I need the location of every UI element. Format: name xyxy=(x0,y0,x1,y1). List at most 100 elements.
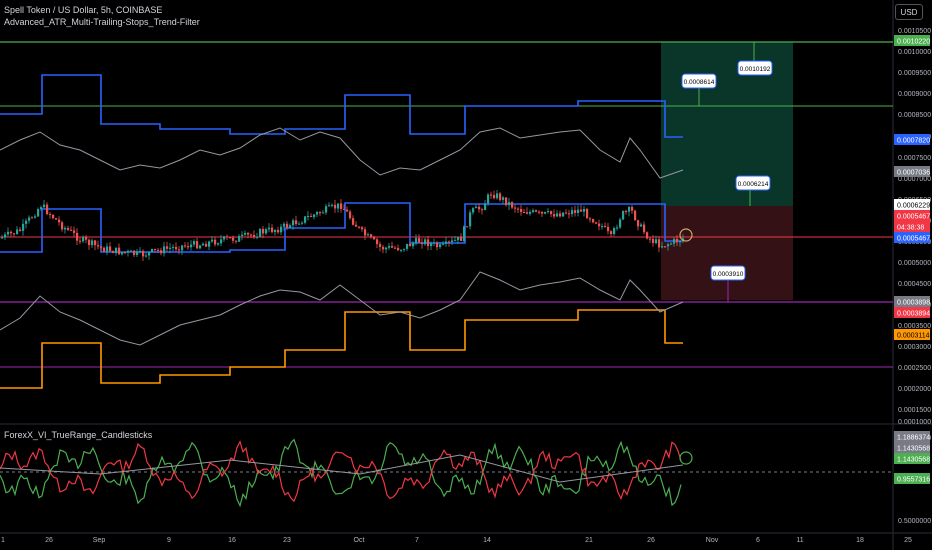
candle-body xyxy=(505,197,508,206)
candle-body xyxy=(637,220,640,227)
candle-body xyxy=(46,204,49,215)
trailing-stop-blue-lower[interactable] xyxy=(0,202,683,253)
candle-body xyxy=(70,229,73,231)
candle-body xyxy=(598,223,601,227)
price-tick-label: 0.0004500 xyxy=(898,281,931,288)
currency-button[interactable]: USD xyxy=(895,4,923,20)
candle-body xyxy=(427,239,430,247)
oscillator-legend[interactable]: ForexX_VI_TrueRange_Candlesticks xyxy=(4,430,153,440)
callout-2: 0.0006214 xyxy=(738,181,769,188)
candle-body xyxy=(433,242,436,244)
candle-body xyxy=(355,224,358,227)
price-tag xyxy=(894,296,930,307)
candle-body xyxy=(493,195,496,199)
candle-body xyxy=(166,246,169,249)
oscillator-tag-label: 1.1430568 xyxy=(897,457,930,464)
candle-body xyxy=(88,239,91,246)
loss-zone[interactable] xyxy=(661,206,793,300)
oscillator-pane[interactable] xyxy=(0,438,693,508)
candle-body xyxy=(454,240,457,242)
candle-body xyxy=(604,226,607,228)
candle-body xyxy=(283,223,286,227)
candle-body xyxy=(214,239,217,245)
candle-body xyxy=(178,249,181,251)
callout-box[interactable] xyxy=(710,265,746,281)
candle-body xyxy=(316,212,319,215)
candle-body xyxy=(622,210,625,220)
candle-body xyxy=(442,243,445,245)
candle-body xyxy=(205,243,208,247)
candle-body xyxy=(259,228,262,237)
time-tick-label: 25 xyxy=(904,537,912,544)
candle-body xyxy=(412,243,415,247)
candle-body xyxy=(127,250,130,253)
trailing-stop-orange[interactable] xyxy=(0,309,683,389)
candle-body xyxy=(418,238,421,243)
oscillator-axis[interactable]: 1.50000000.50000001.18863741.14305681.14… xyxy=(894,431,931,525)
candle-body xyxy=(610,231,613,235)
candle-body xyxy=(85,236,88,240)
candle-body xyxy=(541,211,544,214)
candle-body xyxy=(556,213,559,217)
price-tick-label: 0.0010500 xyxy=(898,28,931,35)
callout-box[interactable] xyxy=(737,60,773,76)
trailing-stop-blue-upper[interactable] xyxy=(0,74,683,138)
candle-body xyxy=(172,246,175,248)
callout-box[interactable] xyxy=(735,175,771,191)
candle-body xyxy=(169,247,172,249)
candlestick-series[interactable] xyxy=(1,190,685,262)
candle-body xyxy=(340,203,343,209)
candle-body xyxy=(628,207,631,212)
candle-body xyxy=(349,211,352,219)
candle-body xyxy=(397,247,400,251)
candle-body xyxy=(40,207,43,210)
candle-body xyxy=(292,220,295,226)
candle-body xyxy=(514,207,517,209)
price-tick-label: 0.0008500 xyxy=(898,112,931,119)
candle-body xyxy=(526,212,529,214)
candle-body xyxy=(457,236,460,241)
candle-body xyxy=(16,229,19,235)
time-tick-label: 23 xyxy=(283,537,291,544)
candle-body xyxy=(256,236,259,238)
candle-body xyxy=(325,206,328,213)
price-tag-label: 0.0007820 xyxy=(897,138,930,145)
candle-body xyxy=(142,250,145,257)
price-tick-label: 0.0009500 xyxy=(898,70,931,77)
candle-body xyxy=(394,247,397,249)
candle-body xyxy=(31,217,34,219)
candle-body xyxy=(400,249,403,251)
time-tick-label: Sep xyxy=(93,537,106,544)
time-tick-label: 1 xyxy=(1,537,5,544)
candle-body xyxy=(217,243,220,245)
price-tag xyxy=(894,307,930,318)
candle-body xyxy=(574,210,577,213)
callout-box[interactable] xyxy=(681,73,717,89)
indicator-legend[interactable]: Advanced_ATR_Multi-Trailing-Stops_Trend-… xyxy=(4,17,200,27)
candle-body xyxy=(94,240,97,246)
candle-body xyxy=(439,244,442,248)
profit-zone[interactable] xyxy=(661,42,793,206)
symbol-legend[interactable]: Spell Token / US Dollar, 5h, COINBASE xyxy=(4,5,163,15)
price-tag xyxy=(894,329,930,340)
candle-body xyxy=(64,227,67,230)
time-axis[interactable]: 1 26 Sep 9 16 23 Oct 7 14 21 26 Nov 6 11 18 25 xyxy=(1,537,912,544)
candle-body xyxy=(160,250,163,254)
candle-body xyxy=(19,229,22,231)
candle-body xyxy=(268,227,271,230)
callout-group[interactable]: 0.0010192 0.0008614 0.0006214 0.0003910 xyxy=(681,42,773,302)
candle-body xyxy=(586,209,589,219)
candle-body xyxy=(322,212,325,214)
candle-body xyxy=(517,208,520,210)
price-tag xyxy=(894,199,930,210)
oscillator-green-line[interactable] xyxy=(0,438,682,508)
candle-body xyxy=(370,234,373,238)
candle-body xyxy=(580,209,583,212)
candle-body xyxy=(307,215,310,217)
candle-body xyxy=(553,214,556,217)
oscillator-red-line[interactable] xyxy=(0,440,682,503)
candle-body xyxy=(247,233,250,235)
candle-body xyxy=(235,240,238,242)
time-tick-label: Nov xyxy=(706,537,719,544)
